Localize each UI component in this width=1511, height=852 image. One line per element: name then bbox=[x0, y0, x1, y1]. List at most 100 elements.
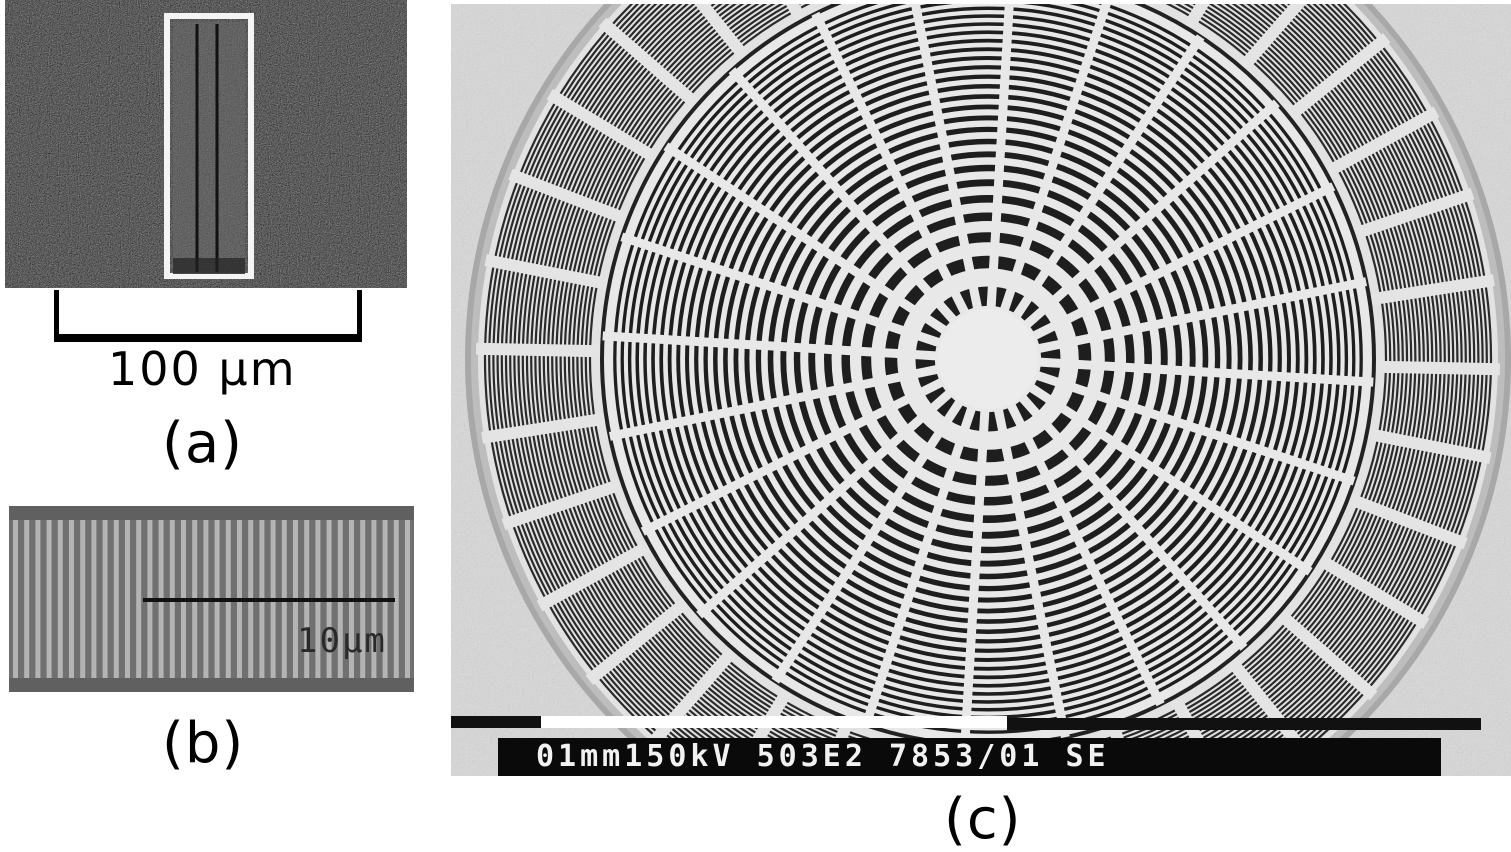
micrograph-b: 10μm bbox=[9, 506, 414, 692]
outer-zone-ring bbox=[500, 4, 1476, 776]
micrograph-c-image bbox=[451, 4, 1511, 776]
zone-ring bbox=[651, 22, 1325, 696]
zone-spoke bbox=[1035, 357, 1374, 387]
zone-spoke bbox=[811, 11, 971, 319]
zone-spoke bbox=[663, 142, 951, 337]
zone-spoke bbox=[608, 364, 942, 441]
grating-line bbox=[113, 520, 119, 678]
micrograph-a bbox=[5, 0, 407, 288]
zone-spoke bbox=[1025, 381, 1313, 576]
outer-spoke bbox=[475, 342, 601, 358]
zone-spoke bbox=[1028, 182, 1336, 342]
outer-spoke bbox=[646, 647, 738, 749]
grating-line bbox=[393, 520, 399, 678]
zone-ring bbox=[659, 30, 1317, 688]
outer-zone-ring bbox=[509, 4, 1467, 776]
outer-spoke bbox=[694, 4, 750, 61]
grating-line bbox=[35, 520, 41, 678]
outer-zone-ring bbox=[563, 4, 1413, 776]
grating-line bbox=[91, 520, 97, 678]
zone-ring bbox=[744, 115, 1232, 603]
outer-spoke bbox=[1238, 4, 1307, 71]
outer-spoke bbox=[1347, 493, 1468, 550]
zone-ring bbox=[635, 6, 1341, 712]
zone-ring bbox=[861, 232, 1115, 486]
outer-zone-ring bbox=[542, 4, 1434, 776]
zone-spoke bbox=[696, 387, 956, 619]
grating-line bbox=[102, 520, 108, 678]
grating-line bbox=[57, 520, 63, 678]
scale-bar-a-label: 100 μm bbox=[108, 342, 297, 396]
zone-spoke bbox=[861, 403, 978, 727]
outer-spoke bbox=[501, 478, 623, 531]
scale-bar-a bbox=[54, 290, 362, 342]
outer-zone-ring bbox=[530, 4, 1446, 776]
outer-zone-ring bbox=[538, 4, 1438, 776]
zone-spoke bbox=[602, 331, 941, 361]
zone-ring bbox=[780, 151, 1196, 567]
zone-spoke bbox=[1020, 99, 1280, 331]
scale-bar-b-label: 10μm bbox=[297, 621, 387, 661]
zone-spoke bbox=[1016, 391, 1248, 651]
zone-spoke bbox=[1032, 369, 1356, 486]
zone-spoke bbox=[771, 396, 966, 684]
zone-ring bbox=[723, 94, 1253, 624]
outer-spoke bbox=[1353, 187, 1475, 240]
zone-spoke bbox=[986, 4, 1014, 312]
zone-spoke bbox=[998, 4, 1112, 315]
outer-zone-ring bbox=[526, 4, 1450, 776]
zone-ring bbox=[793, 164, 1183, 554]
outer-zone-ring bbox=[488, 4, 1488, 776]
outer-spoke bbox=[1276, 609, 1378, 701]
zone-spoke bbox=[1010, 34, 1205, 322]
zone-ring bbox=[755, 126, 1221, 592]
outer-zone-ring bbox=[496, 4, 1480, 776]
outer-zone-ring bbox=[551, 4, 1425, 776]
outer-spoke bbox=[1375, 360, 1501, 376]
outer-spoke bbox=[536, 540, 652, 612]
outer-zone-ring bbox=[513, 4, 1463, 776]
zone-ring bbox=[694, 65, 1282, 653]
zone-spoke bbox=[1034, 277, 1368, 354]
micrograph-a-image bbox=[5, 0, 407, 288]
micrograph-b-image bbox=[9, 506, 414, 692]
micrograph-c: 01mm150kV 503E2 7853/01 SE bbox=[451, 4, 1511, 776]
outer-spoke bbox=[1183, 4, 1210, 31]
caption-a: (a) bbox=[162, 411, 244, 476]
zone-ring bbox=[685, 56, 1291, 662]
grating-line bbox=[405, 520, 410, 678]
zone-ring bbox=[613, 4, 1363, 734]
outer-zone-ring bbox=[492, 4, 1484, 776]
outer-zone-ring bbox=[547, 4, 1429, 776]
zone-ring bbox=[884, 255, 1092, 463]
zone-spoke bbox=[993, 405, 1070, 739]
outer-zone-ring bbox=[559, 4, 1417, 776]
zone-ring bbox=[823, 195, 1152, 523]
outer-spoke bbox=[585, 597, 690, 685]
zone-ring bbox=[643, 14, 1333, 704]
zone-spoke bbox=[728, 67, 960, 327]
outer-spoke bbox=[1324, 106, 1440, 178]
caption-b: (b) bbox=[162, 711, 245, 776]
outer-zone-ring bbox=[517, 4, 1459, 776]
grating-line bbox=[125, 520, 130, 678]
zone-ring bbox=[808, 179, 1168, 539]
grating-line bbox=[13, 520, 18, 678]
zone-ring bbox=[841, 212, 1135, 506]
zone-spoke bbox=[910, 4, 983, 313]
outer-zone-ring bbox=[505, 4, 1471, 776]
outer-zone-ring bbox=[521, 4, 1455, 776]
outer-spoke bbox=[1286, 33, 1391, 121]
outer-spoke bbox=[508, 168, 629, 225]
caption-c: (c) bbox=[944, 787, 1022, 852]
outer-spoke bbox=[598, 17, 700, 109]
outer-spoke bbox=[1316, 554, 1430, 629]
outer-spoke bbox=[484, 254, 609, 290]
zone-ring bbox=[703, 74, 1273, 644]
zone-ring bbox=[733, 104, 1243, 614]
outer-zone-ring bbox=[484, 4, 1492, 776]
grating-line bbox=[69, 520, 74, 678]
zone-ring bbox=[767, 138, 1209, 580]
zone-ring bbox=[713, 84, 1263, 634]
outer-spoke bbox=[1370, 274, 1495, 306]
